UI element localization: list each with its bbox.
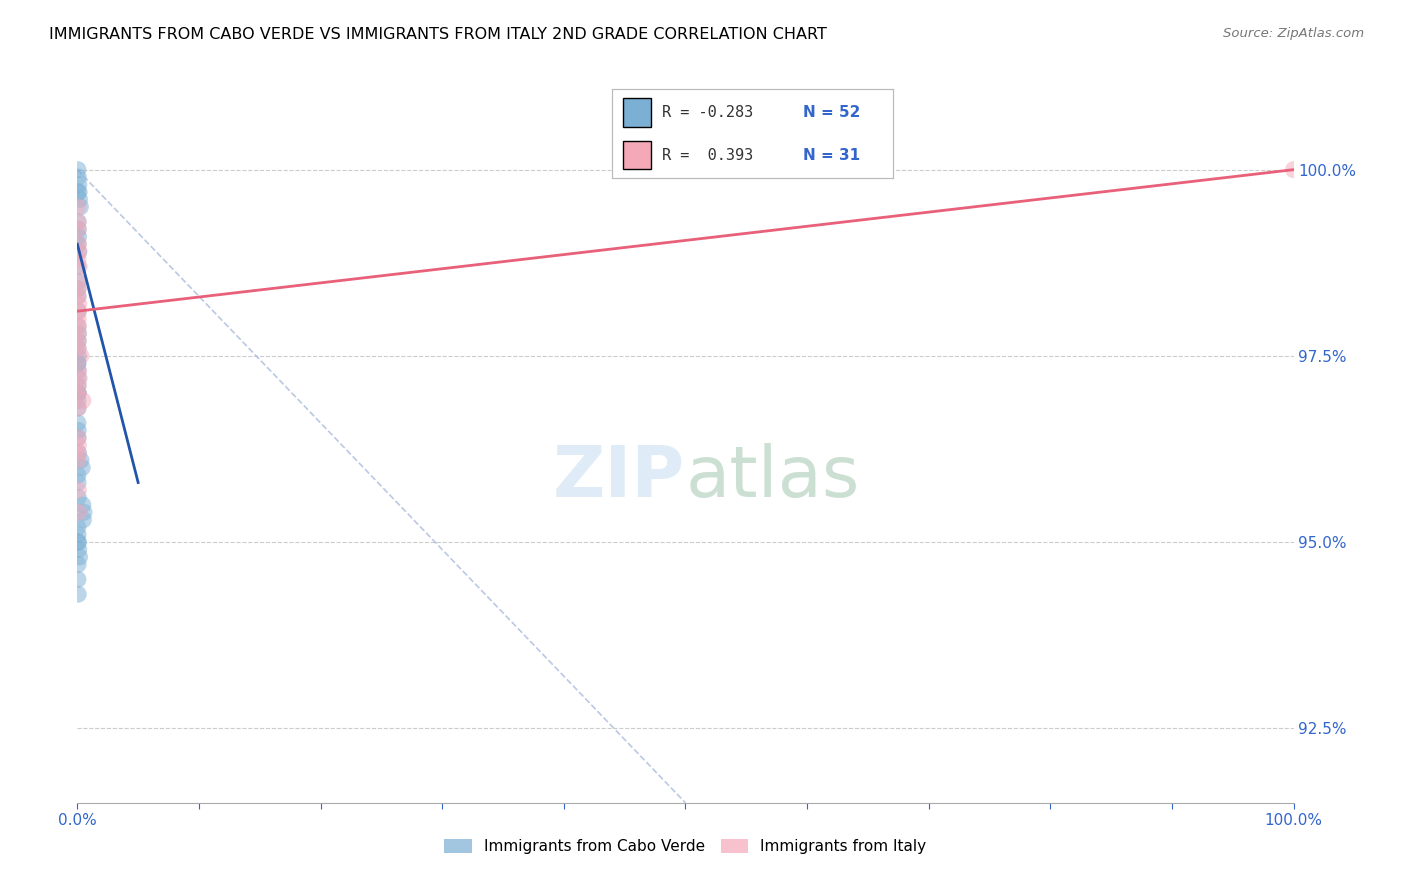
Point <box>67 364 90 378</box>
Point <box>66 260 89 274</box>
Point <box>67 178 90 192</box>
Point <box>67 558 90 572</box>
Point <box>67 260 90 274</box>
Point <box>67 378 90 392</box>
Point <box>67 289 90 303</box>
Point <box>67 535 90 549</box>
Point <box>66 356 89 370</box>
Point <box>67 453 90 467</box>
Point <box>69 549 91 564</box>
Point <box>66 520 89 534</box>
Point <box>66 319 89 334</box>
Point <box>67 222 90 236</box>
Point <box>67 491 90 505</box>
Point <box>67 326 90 341</box>
Point <box>72 513 94 527</box>
Point <box>66 572 89 586</box>
Text: N = 31: N = 31 <box>803 148 860 162</box>
Point <box>67 215 90 229</box>
Point <box>73 505 96 519</box>
Point <box>67 483 90 497</box>
Legend: Immigrants from Cabo Verde, Immigrants from Italy: Immigrants from Cabo Verde, Immigrants f… <box>439 833 932 860</box>
Point <box>66 200 89 214</box>
Point <box>67 244 90 259</box>
Point <box>67 334 90 348</box>
FancyBboxPatch shape <box>623 98 651 127</box>
Point <box>67 185 90 199</box>
Point <box>66 162 89 177</box>
Point <box>67 304 90 318</box>
Point <box>72 393 94 408</box>
Point <box>66 378 89 392</box>
Point <box>67 446 90 460</box>
Point <box>67 252 90 266</box>
Text: R = -0.283: R = -0.283 <box>662 105 754 120</box>
Point <box>67 587 90 601</box>
Point <box>67 342 90 356</box>
Text: N = 52: N = 52 <box>803 105 860 120</box>
Point <box>67 311 90 326</box>
Point <box>67 334 90 348</box>
Point <box>66 356 89 370</box>
Point <box>67 349 90 363</box>
Point <box>67 289 90 303</box>
Text: R =  0.393: R = 0.393 <box>662 148 754 162</box>
Point <box>70 349 93 363</box>
Text: atlas: atlas <box>686 443 860 512</box>
Point <box>72 498 94 512</box>
Point <box>67 535 90 549</box>
Point <box>67 170 90 185</box>
Point <box>67 319 90 334</box>
Point <box>67 364 90 378</box>
Point <box>67 371 90 385</box>
Point <box>66 431 89 445</box>
Point <box>67 229 90 244</box>
Point <box>67 527 90 541</box>
Point <box>66 393 89 408</box>
Point <box>67 438 90 452</box>
Point <box>67 326 90 341</box>
Point <box>67 371 90 385</box>
Point <box>66 282 89 296</box>
Point <box>67 222 90 236</box>
Point <box>67 237 90 252</box>
Point <box>67 431 90 445</box>
Point <box>67 304 90 318</box>
Point <box>67 423 90 437</box>
Point <box>67 297 90 311</box>
Text: Source: ZipAtlas.com: Source: ZipAtlas.com <box>1223 27 1364 40</box>
Point <box>66 416 89 430</box>
Point <box>66 468 89 483</box>
Text: ZIP: ZIP <box>553 443 686 512</box>
Point <box>66 215 89 229</box>
Point <box>67 386 90 401</box>
Point <box>67 401 90 415</box>
Point <box>67 244 90 259</box>
FancyBboxPatch shape <box>623 141 651 169</box>
Text: IMMIGRANTS FROM CABO VERDE VS IMMIGRANTS FROM ITALY 2ND GRADE CORRELATION CHART: IMMIGRANTS FROM CABO VERDE VS IMMIGRANTS… <box>49 27 827 42</box>
Point <box>67 401 90 415</box>
Point <box>67 386 90 401</box>
Point <box>70 460 93 475</box>
Point <box>67 274 90 288</box>
Point <box>67 446 90 460</box>
Point <box>66 185 89 199</box>
Point <box>67 475 90 490</box>
Point <box>67 237 90 252</box>
Point <box>69 193 91 207</box>
Point <box>69 200 91 214</box>
Point <box>67 282 90 296</box>
Point <box>67 386 90 401</box>
Point <box>1282 162 1305 177</box>
Point <box>67 542 90 557</box>
Point <box>70 453 93 467</box>
Point <box>67 505 90 519</box>
Point <box>67 342 90 356</box>
Point <box>67 274 90 288</box>
